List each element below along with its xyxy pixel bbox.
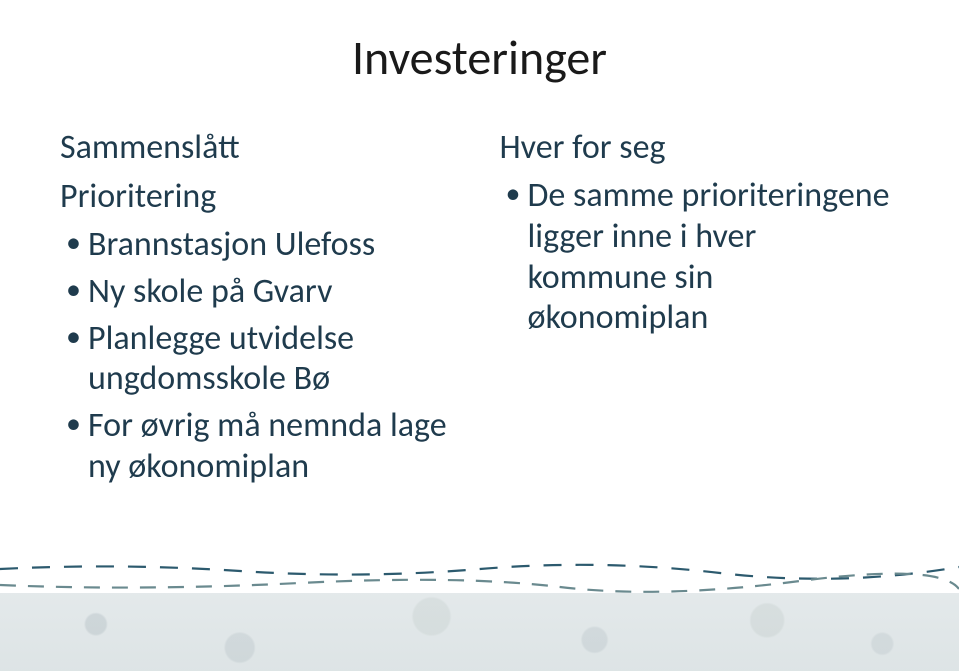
slide: Investeringer Sammenslått Prioritering B… [0, 0, 959, 671]
list-item: Brannstasjon Ulefoss [60, 225, 460, 266]
right-heading: Hver for seg [500, 127, 900, 168]
list-item: De samme prioriteringene ligger inne i h… [500, 176, 900, 339]
right-column: Hver for seg De samme prioriteringene li… [500, 127, 900, 494]
columns: Sammenslått Prioritering Brannstasjon Ul… [60, 127, 899, 494]
left-subheading: Prioritering [60, 176, 460, 217]
footer-texture [0, 593, 959, 671]
list-item: For øvrig må nemnda lage ny økonomiplan [60, 406, 460, 488]
footer-decoration [0, 561, 959, 671]
left-column: Sammenslått Prioritering Brannstasjon Ul… [60, 127, 460, 494]
left-list: Brannstasjon Ulefoss Ny skole på Gvarv P… [60, 225, 460, 488]
slide-title: Investeringer [60, 28, 899, 87]
list-item: Ny skole på Gvarv [60, 272, 460, 313]
list-item: Planlegge utvidelse ungdomsskole Bø [60, 319, 460, 401]
dashed-lines-icon [0, 561, 959, 597]
right-list: De samme prioriteringene ligger inne i h… [500, 176, 900, 339]
left-heading: Sammenslått [60, 127, 460, 168]
